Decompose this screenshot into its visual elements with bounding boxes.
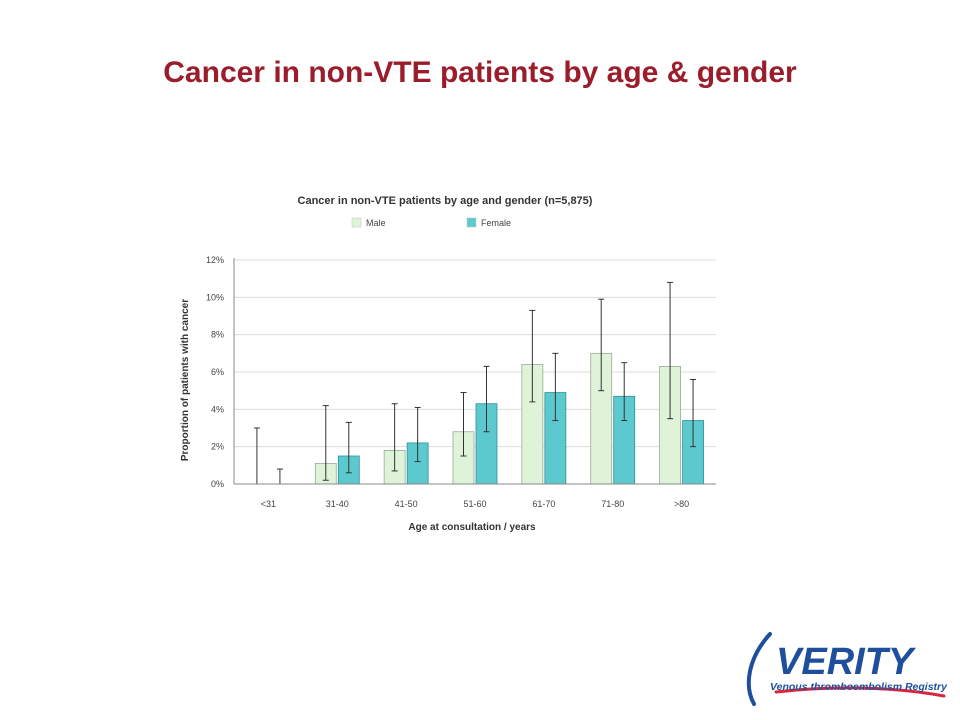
legend-label-1: Female — [481, 218, 511, 228]
y-tick-label: 12% — [206, 255, 224, 265]
x-tick-label: 71-80 — [601, 499, 624, 509]
y-tick-label: 4% — [211, 404, 224, 414]
x-tick-label: 31-40 — [326, 499, 349, 509]
slide-title: Cancer in non-VTE patients by age & gend… — [163, 56, 797, 89]
x-tick-label: >80 — [674, 499, 689, 509]
y-tick-label: 0% — [211, 479, 224, 489]
legend-label-0: Male — [366, 218, 386, 228]
x-tick-label: 51-60 — [463, 499, 486, 509]
logo-swoosh-blue — [746, 632, 772, 706]
x-axis-title: Age at consultation / years — [408, 522, 536, 533]
chart-grid — [234, 259, 716, 448]
error-bars — [253, 281, 697, 484]
x-tick-label: 41-50 — [395, 499, 418, 509]
logo-swoosh-red — [774, 686, 946, 698]
legend-swatch-1 — [466, 217, 477, 228]
verity-logo: VERITY Venous thromboembolism Registry — [746, 632, 948, 706]
x-tick-label: 61-70 — [532, 499, 555, 509]
chart-bars — [314, 352, 704, 485]
legend-swatch-0 — [351, 217, 362, 228]
y-axis-title: Proportion of patients with cancer — [180, 299, 191, 461]
logo-name: VERITY — [776, 641, 917, 683]
y-tick-label: 2% — [211, 442, 224, 452]
y-tick-label: 10% — [206, 292, 224, 302]
y-tick-label: 6% — [211, 367, 224, 377]
logo-tagline: Venous thromboembolism Registry — [770, 681, 948, 693]
chart-legend: Male Female — [351, 217, 511, 228]
chart-title: Cancer in non-VTE patients by age and ge… — [298, 195, 593, 207]
y-axis-ticks: 0% 2% 4% 6% 8% 10% 12% — [206, 255, 224, 489]
x-tick-label: <31 — [261, 499, 276, 509]
y-tick-label: 8% — [211, 330, 224, 340]
x-axis-ticks: <31 31-40 41-50 51-60 61-70 71-80 >80 — [261, 499, 689, 509]
